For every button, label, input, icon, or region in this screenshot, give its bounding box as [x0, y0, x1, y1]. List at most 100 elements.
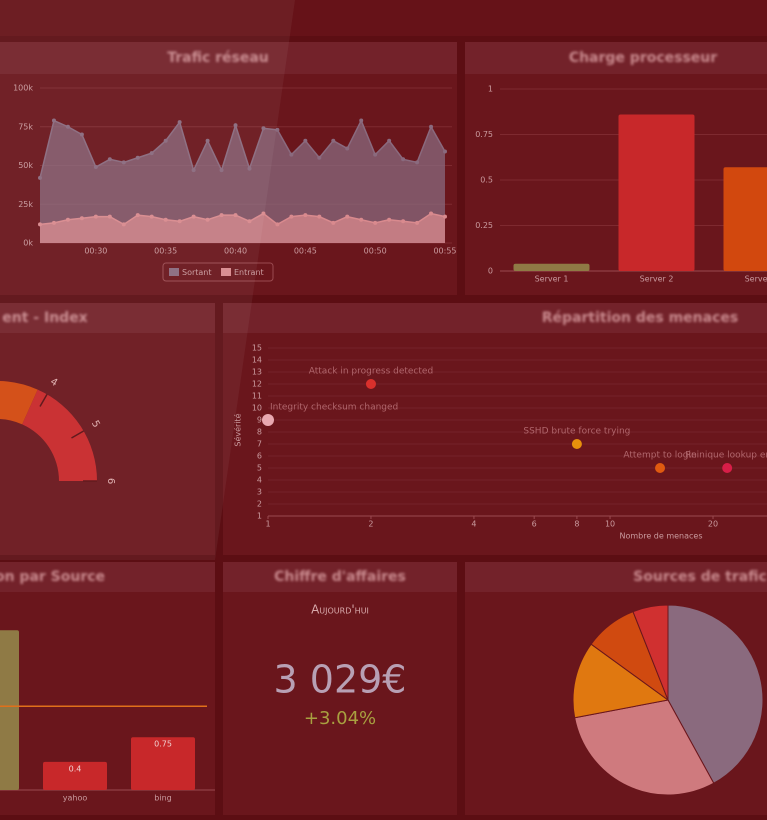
value-label: 0.4	[69, 764, 82, 773]
point	[247, 166, 252, 171]
point	[163, 138, 168, 143]
panel	[465, 42, 767, 295]
point	[262, 414, 274, 426]
point-label: Integrity checksum changed	[270, 403, 398, 413]
point	[415, 160, 420, 165]
point	[317, 155, 322, 160]
y-tick-label: 11	[252, 392, 262, 401]
x-tick-label: Server 3	[745, 275, 767, 284]
point	[135, 213, 140, 218]
point	[401, 157, 406, 162]
kpi-change: +3.04%	[304, 708, 376, 729]
x-tick-label: 00:45	[294, 247, 317, 256]
point	[303, 138, 308, 143]
bar	[618, 114, 695, 271]
point	[261, 126, 266, 131]
x-tick-label: 1	[265, 520, 270, 529]
point	[219, 213, 224, 218]
panel	[223, 303, 767, 555]
point	[121, 222, 126, 227]
point	[443, 214, 447, 219]
point	[275, 127, 280, 132]
pie-slice	[632, 604, 669, 701]
legend-label: Sortant	[182, 268, 212, 277]
point-label: Reinique lookup er	[685, 451, 767, 461]
point	[191, 214, 196, 219]
panel-title: ent - Index	[2, 310, 87, 326]
y-tick-label: 8	[257, 428, 262, 437]
line	[39, 212, 446, 226]
x-tick-label: 00:55	[433, 247, 456, 256]
x-tick-label: 8	[574, 520, 579, 529]
x-tick-label: Server 1	[535, 275, 569, 284]
charts: 0k 25k 50k 75k 100k 00:30 00:35 00:40 00:45 00:50…	[0, 84, 767, 803]
x-tick-label: 2	[368, 520, 373, 529]
point	[331, 220, 336, 225]
bar	[0, 630, 19, 790]
x-tick-label: 00:40	[224, 247, 247, 256]
x-tick-label: 00:30	[84, 247, 107, 256]
panel-title: Trafic réseau	[167, 50, 269, 66]
y-tick-label: 0.75	[475, 130, 493, 139]
point	[415, 220, 420, 225]
area	[40, 213, 445, 243]
x-tick-label: 6	[532, 520, 537, 529]
point	[365, 379, 376, 389]
x-tick-label: 4	[471, 520, 476, 529]
y-tick-label: 1	[257, 512, 262, 521]
y-tick-label: 12	[252, 380, 262, 389]
point	[373, 152, 378, 157]
point	[163, 217, 168, 222]
point	[65, 124, 70, 129]
point	[655, 463, 666, 473]
legend-swatch	[169, 268, 179, 276]
x-tick-label: bing	[154, 794, 171, 803]
x-tick-label: 00:35	[154, 247, 177, 256]
point	[205, 138, 210, 143]
point	[177, 219, 182, 224]
bar	[513, 263, 590, 271]
x-tick-label: 10	[605, 520, 615, 529]
y-tick-label: 4	[257, 476, 262, 485]
y-tick-label: 100k	[13, 84, 33, 93]
gauge-tick-label: 5	[89, 419, 102, 430]
point	[79, 216, 84, 221]
bar	[43, 761, 107, 790]
panel-header	[0, 303, 215, 333]
legend-swatch	[221, 268, 231, 276]
bar	[723, 167, 767, 271]
y-axis-label: Sévérité	[233, 413, 243, 446]
point-label: SSHD brute force trying	[523, 427, 630, 437]
point	[191, 168, 196, 173]
panel-header	[223, 303, 767, 333]
y-tick-label: 25k	[18, 200, 33, 209]
panel-title: Chiffre d'affaires	[274, 569, 406, 585]
point	[289, 214, 294, 219]
point	[429, 124, 434, 129]
panel-header	[0, 562, 215, 592]
y-tick-label: 0	[488, 267, 493, 276]
panel-title: Répartition des menaces	[542, 310, 738, 326]
kpi-label: Aujourd'hui	[311, 603, 369, 617]
gauge-band	[0, 381, 38, 425]
point	[233, 123, 238, 128]
point	[261, 211, 266, 216]
point	[51, 220, 56, 225]
point	[121, 160, 126, 165]
point	[359, 217, 364, 222]
y-tick-label: 10	[252, 404, 262, 413]
y-tick-label: 3	[257, 488, 262, 497]
gauge-tick	[39, 394, 48, 407]
bar	[131, 737, 195, 790]
y-tick-label: 0k	[23, 239, 33, 248]
legend-box	[162, 262, 274, 282]
point	[303, 213, 308, 218]
point	[79, 132, 84, 137]
point	[38, 175, 42, 180]
point	[571, 439, 582, 449]
point	[38, 222, 42, 227]
panel-header	[465, 562, 767, 592]
point	[107, 157, 112, 162]
line	[39, 118, 446, 179]
